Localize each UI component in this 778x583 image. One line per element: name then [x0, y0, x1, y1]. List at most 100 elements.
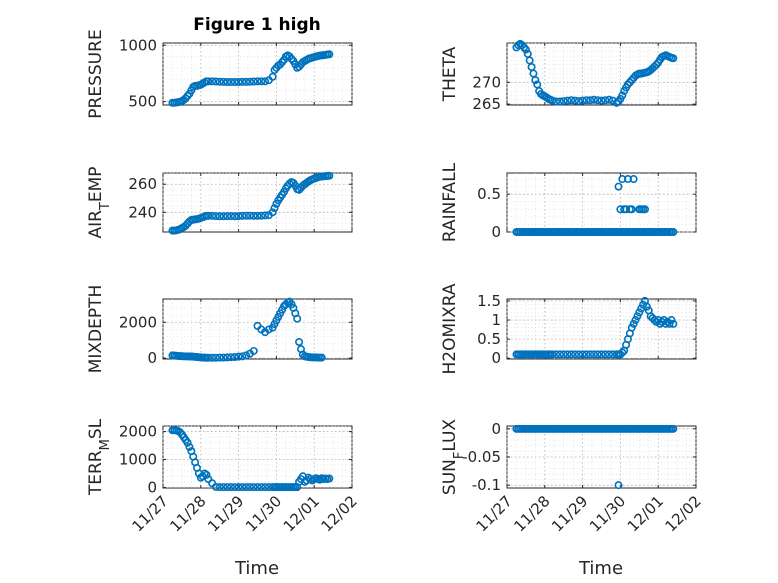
- data-point: [629, 228, 638, 237]
- data-point: [574, 350, 583, 359]
- y-axis-label: MIXDEPTH: [86, 285, 106, 374]
- data-point: [257, 483, 266, 492]
- subplot-air-temp: 240 260 AIRTEMP: [86, 166, 353, 239]
- data-point: [640, 205, 649, 214]
- y-tick-label: 270: [472, 73, 501, 91]
- data-point: [567, 350, 576, 359]
- data-point: [208, 353, 217, 362]
- x-tick-label: 12/01: [624, 492, 667, 535]
- data-point: [559, 97, 568, 106]
- data-points: [512, 296, 678, 359]
- y-tick-label: 0.5: [477, 185, 501, 203]
- data-point: [618, 348, 627, 357]
- y-axis-label: RAINFALL: [440, 162, 460, 242]
- y-tick-label: 2000: [119, 423, 157, 441]
- data-point: [629, 319, 638, 328]
- data-points: [168, 50, 334, 107]
- data-point: [563, 96, 572, 105]
- data-point: [627, 205, 636, 214]
- data-point: [249, 346, 258, 355]
- y-tick-label: 1: [491, 311, 501, 329]
- data-point: [211, 482, 220, 491]
- data-point: [183, 438, 192, 447]
- data-point: [215, 483, 224, 492]
- x-tick-label: 11/29: [548, 492, 591, 535]
- y-tick-label: 2000: [119, 313, 157, 331]
- data-point: [633, 312, 642, 321]
- data-point: [219, 483, 228, 492]
- data-point: [650, 316, 659, 325]
- data-point: [589, 350, 598, 359]
- data-point: [293, 314, 302, 323]
- plot-area: [506, 298, 697, 360]
- data-point: [531, 76, 540, 85]
- y-tick-label: 265: [472, 95, 501, 113]
- data-point: [631, 316, 640, 325]
- data-point: [567, 96, 576, 105]
- data-point: [242, 77, 251, 86]
- data-points: [512, 424, 678, 490]
- data-point: [642, 302, 651, 311]
- data-point: [597, 96, 606, 105]
- subplot-pressure: 500 1000 PRESSURE: [86, 29, 353, 119]
- data-point: [230, 483, 239, 492]
- data-point: [571, 96, 580, 105]
- x-tick-label: 12/02: [662, 492, 705, 535]
- data-point: [211, 77, 220, 86]
- data-point: [215, 77, 224, 86]
- x-tick-label: 12/02: [318, 492, 361, 535]
- data-point: [552, 97, 561, 106]
- x-tick-label: 11/28: [166, 492, 209, 535]
- data-point: [253, 77, 262, 86]
- y-tick-label: 0: [491, 420, 501, 438]
- data-point: [586, 350, 595, 359]
- data-point: [669, 319, 678, 328]
- data-point: [555, 97, 564, 106]
- data-point: [211, 212, 220, 221]
- data-point: [215, 353, 224, 362]
- data-point: [242, 211, 251, 220]
- data-point: [261, 483, 270, 492]
- x-tick-label: 11/30: [242, 492, 285, 535]
- data-point: [238, 77, 247, 86]
- subplot-h2omixra: 00.511.5 H2OMIXRA: [440, 283, 697, 375]
- data-point: [208, 211, 217, 220]
- y-tick-label: 0: [147, 349, 157, 367]
- data-point: [623, 175, 632, 184]
- data-point: [219, 77, 228, 86]
- x-tick-label: 11/28: [510, 492, 553, 535]
- data-point: [661, 319, 670, 328]
- subplot-theta: 265 270 THETA: [440, 39, 697, 113]
- y-tick-label: 1000: [119, 451, 157, 469]
- data-point: [204, 211, 213, 220]
- x-tick-label: 11/30: [586, 492, 629, 535]
- data-point: [295, 337, 304, 346]
- data-point: [215, 212, 224, 221]
- y-tick-label: 1.5: [477, 292, 501, 310]
- data-point: [325, 171, 334, 180]
- subplot-terr-msl: 010002000TERRMSL11/2711/2811/2911/3012/0…: [86, 418, 361, 535]
- data-points: [168, 171, 334, 235]
- data-point: [667, 316, 676, 325]
- data-point: [559, 350, 568, 359]
- data-point: [268, 72, 277, 81]
- data-point: [578, 96, 587, 105]
- data-point: [227, 78, 236, 87]
- data-point: [665, 319, 674, 328]
- data-point: [669, 424, 678, 433]
- data-point: [249, 211, 258, 220]
- y-tick-label: 500: [128, 93, 157, 111]
- y-tick-label: -0.1: [472, 476, 501, 494]
- data-point: [605, 95, 614, 104]
- x-tick-label: 11/29: [204, 492, 247, 535]
- data-point: [597, 350, 606, 359]
- data-point: [257, 211, 266, 220]
- x-axis-label-right: Time: [578, 558, 623, 579]
- y-axis-label: PRESSURE: [86, 29, 106, 118]
- data-point: [268, 208, 277, 217]
- data-point: [211, 353, 220, 362]
- data-point: [578, 350, 587, 359]
- data-point: [245, 77, 254, 86]
- subplot-sun-flux: -0.1-0.050SUNFLUX11/2711/2811/2911/3012/…: [440, 419, 705, 536]
